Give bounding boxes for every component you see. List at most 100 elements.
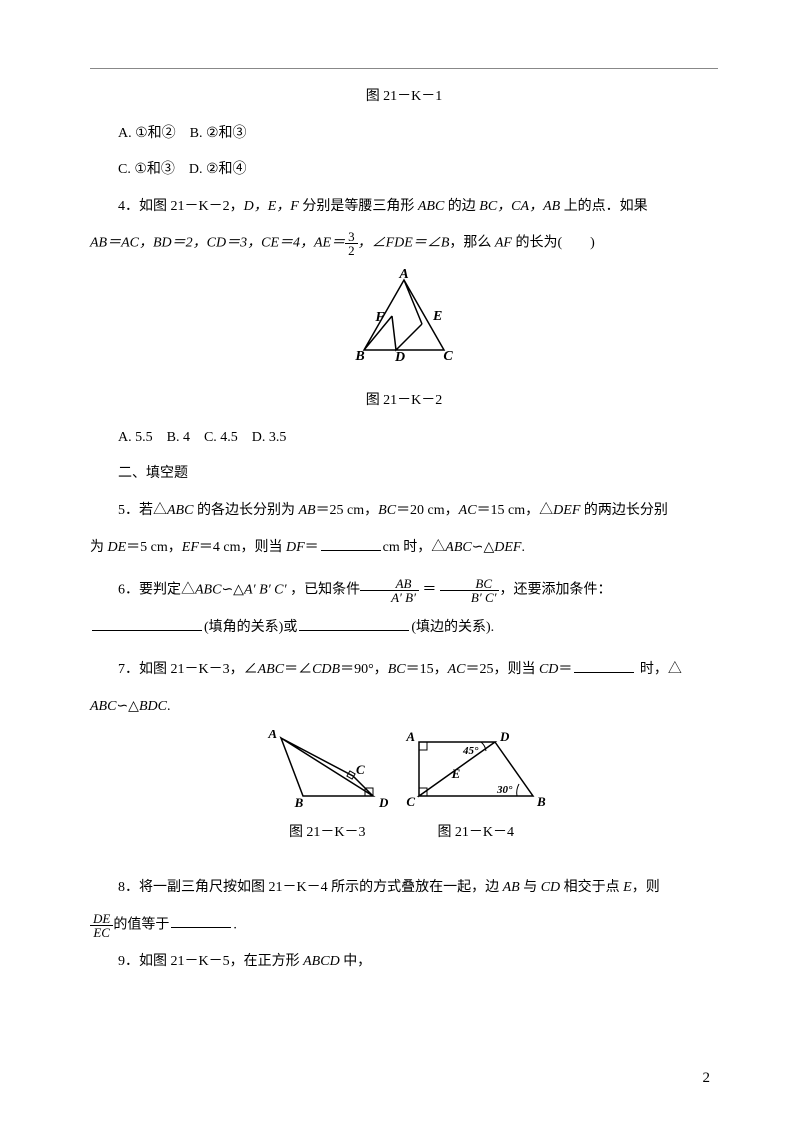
lbl-D: D [499,730,510,744]
q3-options-line2: C. ①和③ D. ②和④ [90,157,718,184]
q4-frac: 32 [345,230,358,257]
q9-b: 中， [340,954,372,969]
q5-line1: 5．若△ABC 的各边长分别为 AB＝25 cm，BC＝20 cm，AC＝15 … [90,498,718,525]
blank [321,550,381,551]
q4-i3: BC，CA，AB [479,199,560,214]
q9-a: 9．如图 21－K－5，在正方形 [118,954,303,969]
q7-eq3: ＝15， [406,662,448,677]
q5-eq6: ＝ [305,540,319,555]
q5-ABC: ABC [167,503,193,518]
q6-s: ∽△ [221,583,244,598]
q7-eq5: ＝ [558,662,572,677]
q5-eq5: ＝4 cm，则当 [199,540,286,555]
q4-cond-d: 的长为( ) [512,236,595,251]
q6-e: (填边的关系). [411,620,494,635]
q4-c: 的边 [444,199,479,214]
q8-CD: CD [541,880,560,895]
q7-CD: CD [539,662,558,677]
q8-line1: 8．将一副三角尺按如图 21－K－4 所示的方式叠放在一起，边 AB 与 CD … [90,875,718,902]
q7-BC: BC [388,662,406,677]
q8-frac: DEEC [90,912,113,939]
lbl-C: C [443,349,453,364]
q4-i1: D，E，F [244,199,299,214]
q8-c: 相交于点 [560,880,623,895]
q6-a: 6．要判定△ [118,583,195,598]
q5-EF: EF [182,540,199,555]
q7-c: . [167,699,171,714]
q4-options: A. 5.5 B. 4 C. 4.5 D. 3.5 [90,425,718,452]
q5-AC: AC [459,503,477,518]
q7-line2: ABC∽△BDC. [90,694,718,721]
arc-30 [516,784,518,796]
q6-d: (填角的关系)或 [204,620,297,635]
lbl-A: A [268,730,278,741]
q5-line2: 为 DE＝5 cm，EF＝4 cm，则当 DF＝cm 时，△ABC∽△DEF. [90,535,718,562]
q8-e: 的值等于 [113,917,169,932]
q9-line: 9．如图 21－K－5，在正方形 ABCD 中， [90,949,718,976]
q4-cond-b: ，∠FDE＝∠B [358,236,450,251]
page-number: 2 [703,1064,711,1093]
q3-opt-d: D. ②和④ [189,162,247,177]
q4-cond-c: ，那么 [449,236,495,251]
lbl-A: A [398,268,408,282]
q7-eq4: ＝25，则当 [465,662,539,677]
q5-eq4: ＝5 cm， [126,540,182,555]
q7-figures: A B C D A D C B E 45° 30° [90,730,718,810]
q6-c: ，还要添加条件： [499,583,611,598]
q6-ApBp: A′ B′ [360,590,419,604]
q5-DE: DE [108,540,127,555]
q8-AB: AB [503,880,520,895]
q5-eq2: ＝20 cm， [396,503,459,518]
q5-d: 为 [90,540,108,555]
q8-a: 8．将一副三角尺按如图 21－K－4 所示的方式叠放在一起，边 [118,880,503,895]
lbl-D: D [378,795,389,810]
q9-ABCD: ABCD [303,954,340,969]
q7-eq2: ＝90°， [340,662,388,677]
lbl-C: C [356,762,365,777]
q6-frac1: ABA′ B′ [360,577,419,604]
lbl-B: B [354,349,364,364]
q6-ABC: ABC [195,583,221,598]
q7-a: 7．如图 21－K－3，∠ [118,662,258,677]
q8-DE: DE [90,912,113,925]
q7-AC: AC [448,662,466,677]
section2-title: 二、填空题 [90,461,718,488]
q7-sim: ∽△ [116,699,139,714]
q7-ABC2: ABC [90,699,116,714]
q4-b: 分别是等腰三角形 [299,199,418,214]
q5-eq1: ＝25 cm， [316,503,379,518]
q7-CDB: CDB [312,662,340,677]
right-angle-icon [419,742,427,750]
q4-text: 4．如图 21－K－2，D，E，F 分别是等腰三角形 ABC 的边 BC，CA，… [90,194,718,221]
q5-BC: BC [378,503,396,518]
q4-i2: ABC [418,199,444,214]
q5-ABC2: ABC [445,540,471,555]
q6-b: ，已知条件 [290,583,360,598]
lbl-F: F [374,310,385,325]
q5-a: 5．若△ [118,503,167,518]
q4-frac-num: 3 [345,230,358,243]
q4-cond: AB＝AC，BD＝2，CD＝3，CE＝4，AE＝32，∠FDE＝∠B，那么 AF… [90,230,718,257]
lbl-B: B [294,795,304,810]
q6-line1: 6．要判定△ABC∽△A′ B′ C′ ，已知条件ABA′ B′ ＝ BCB′ … [90,577,718,604]
lbl-B: B [536,794,546,809]
lbl-C: C [406,794,415,809]
q3-options-line1: A. ①和② B. ②和③ [90,121,718,148]
lbl-E: E [432,309,442,324]
q5-e: cm 时，△ [383,540,446,555]
q8-EC: EC [90,925,113,939]
q8-b: 与 [520,880,541,895]
q5-b: 的各边长分别为 [193,503,298,518]
q5-AB: AB [298,503,315,518]
q4-cond-af: AF [495,236,512,251]
q4-frac-den: 2 [345,243,358,257]
q6-line2: (填角的关系)或 (填边的关系). [90,615,718,642]
blank [92,630,202,631]
q5-DEF2: DEF [494,540,521,555]
figure-caption: 图 21－K－1 [90,84,718,111]
q7-BDC: BDC [139,699,167,714]
q6-prime: A′ B′ C′ [244,583,290,598]
q5-f: . [521,540,525,555]
q7-ABC: ABC [258,662,284,677]
lbl-A: A [405,730,415,744]
